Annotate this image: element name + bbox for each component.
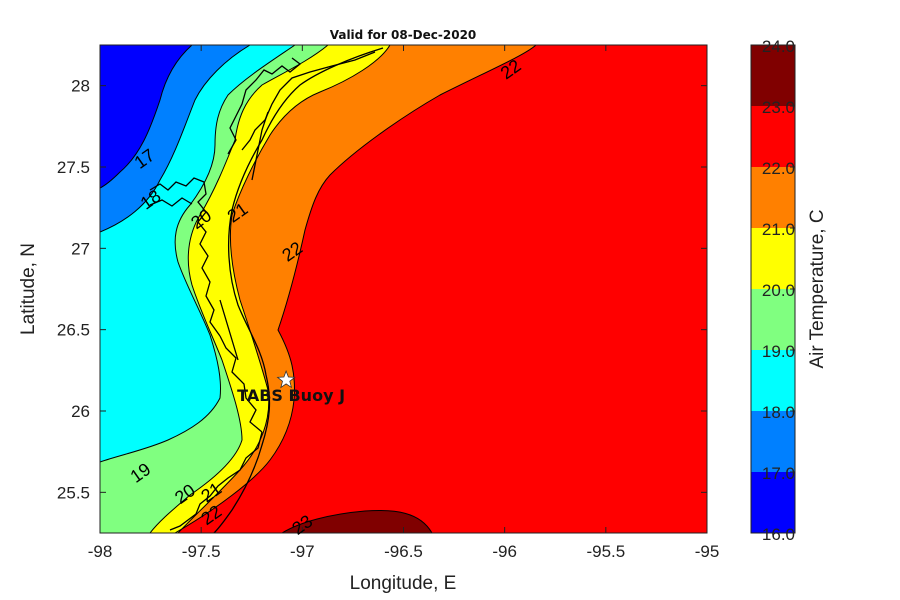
colorbar-tick-label: 20.0: [762, 281, 795, 300]
colorbar-tick-label: 23.0: [762, 98, 795, 117]
region-23-24: [282, 510, 432, 533]
x-tick-label: -95: [695, 542, 720, 561]
colorbar-segment: [751, 289, 795, 350]
colorbar-segment: [751, 106, 795, 167]
colorbar-segment: [751, 45, 795, 106]
x-axis-ticks: -98 -97.5 -97 -96.5 -96 -95.5 -95: [88, 45, 720, 561]
coastline: [149, 47, 384, 533]
annotations: TABS Buoy J: [237, 369, 345, 405]
colorbar: 16.0 17.0 18.0 19.0 20.0 21.0 22.0 23.0 24.0: [750, 37, 796, 544]
y-tick-label: 28: [71, 77, 90, 96]
colorbar-segment: [751, 472, 795, 533]
colorbar-segment: [751, 228, 795, 289]
colorbar-tick-label: 24.0: [762, 37, 795, 56]
colorbar-segment: [751, 411, 795, 472]
colorbar-tick-label: 17.0: [762, 464, 795, 483]
colorbar-tick-label: 21.0: [762, 220, 795, 239]
contour-lines: [100, 45, 537, 533]
y-tick-label: 26: [71, 402, 90, 421]
y-tick-label: 25.5: [57, 483, 90, 502]
buoy-star-marker: [276, 369, 296, 389]
colorbar-tick-label: 19.0: [762, 342, 795, 361]
y-tick-label: 27.5: [57, 158, 90, 177]
colorbar-segment: [751, 167, 795, 228]
colorbar-label: Air Temperature, C: [807, 209, 828, 368]
contour-map: [100, 45, 707, 533]
x-tick-label: -97.5: [182, 542, 221, 561]
y-tick-label: 26.5: [57, 321, 90, 340]
colorbar-tick-label: 16.0: [762, 525, 795, 544]
colorbar-tick-label: 18.0: [762, 403, 795, 422]
chart-title: Valid for 08-Dec-2020: [330, 28, 477, 42]
x-tick-label: -95.5: [586, 542, 625, 561]
buoy-label: TABS Buoy J: [237, 386, 345, 405]
x-tick-label: -98: [88, 542, 113, 561]
x-tick-label: -96: [492, 542, 517, 561]
y-tick-label: 27: [71, 239, 90, 258]
region-16-17: [100, 45, 192, 188]
x-tick-label: -96.5: [384, 542, 423, 561]
x-axis-label: Longitude, E: [350, 573, 457, 594]
colorbar-tick-label: 22.0: [762, 159, 795, 178]
x-tick-label: -97: [290, 542, 315, 561]
colorbar-segment: [751, 350, 795, 411]
y-axis-label: Latitude, N: [18, 243, 39, 335]
y-axis-ticks: 25.5 26 26.5 27 27.5 28: [57, 77, 707, 502]
